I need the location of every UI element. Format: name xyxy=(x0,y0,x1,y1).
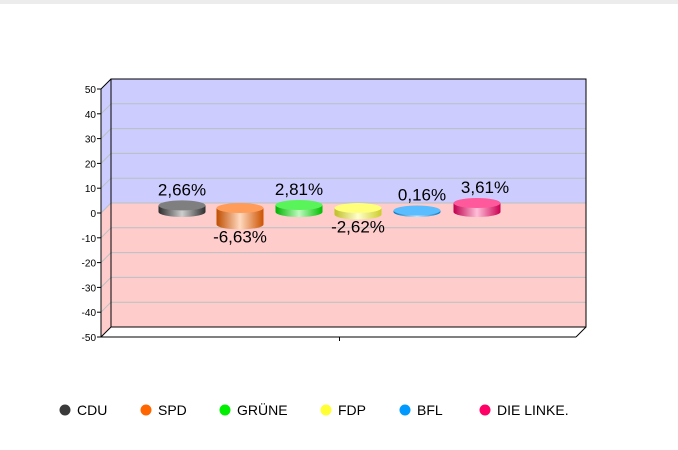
legend-label: FDP xyxy=(338,402,366,418)
legend-item: DIE LINKE. xyxy=(479,402,569,418)
back-wall-positive xyxy=(111,79,586,203)
y-tick-label: -40 xyxy=(82,308,97,319)
bar-die-linke-: 3,61% xyxy=(453,178,509,217)
y-tick-label: 50 xyxy=(85,85,97,96)
top-bar xyxy=(0,0,678,4)
legend-marker xyxy=(140,404,152,416)
y-tick-label: -10 xyxy=(82,234,97,245)
left-wall-positive xyxy=(101,79,111,213)
legend-marker xyxy=(399,404,411,416)
legend-item: CDU xyxy=(59,402,107,418)
legend-label: DIE LINKE. xyxy=(497,402,569,418)
y-tick-label: 0 xyxy=(90,209,96,220)
legend-marker xyxy=(59,404,71,416)
y-tick-label: 20 xyxy=(85,159,97,170)
frame-edge xyxy=(100,78,112,90)
gridline-side xyxy=(100,103,112,115)
bar-fdp: -2,62% xyxy=(331,203,385,236)
frame-edge xyxy=(100,326,112,338)
back-wall-negative xyxy=(111,203,586,327)
legend-item: BFL xyxy=(399,402,443,418)
gridline-side xyxy=(100,177,112,189)
bar-top xyxy=(393,205,441,216)
data-label: 2,81% xyxy=(275,180,323,199)
gridline-side xyxy=(100,128,112,139)
bar-top xyxy=(275,200,323,211)
bar-top xyxy=(216,203,264,213)
y-tick-label: 30 xyxy=(85,135,97,146)
bar-gr-ne: 2,81% xyxy=(275,180,323,217)
back-wall-border xyxy=(110,78,587,328)
gridline-side xyxy=(100,301,112,313)
data-label: 0,16% xyxy=(398,186,446,205)
legend-label: GRÜNE xyxy=(237,401,288,418)
bar-cdu: 2,66% xyxy=(158,180,206,217)
y-tick-label: -50 xyxy=(82,333,97,344)
data-label: 2,66% xyxy=(158,180,206,199)
legend-item: SPD xyxy=(140,402,187,418)
data-label: -2,62% xyxy=(331,217,385,236)
y-tick-label: -30 xyxy=(82,283,97,294)
data-label: -6,63% xyxy=(213,227,267,246)
legend-marker xyxy=(479,404,491,416)
legend-label: CDU xyxy=(77,402,107,418)
legend-marker xyxy=(320,404,332,416)
y-tick-label: 40 xyxy=(85,110,97,121)
legend-item: GRÜNE xyxy=(219,401,288,418)
gridline-side xyxy=(100,227,112,239)
gridline-side xyxy=(100,153,112,164)
left-wall-negative xyxy=(101,203,111,337)
bar-top xyxy=(334,203,382,213)
y-tick-label: -20 xyxy=(82,259,97,270)
legend-label: SPD xyxy=(158,402,187,418)
gridline-side xyxy=(100,252,112,263)
data-label: 3,61% xyxy=(461,178,509,197)
bar-top xyxy=(158,200,206,211)
gridline-side xyxy=(100,202,112,214)
bar-body xyxy=(216,208,264,230)
y-tick-label: 10 xyxy=(85,184,97,195)
legend-marker xyxy=(219,404,231,416)
bar-top xyxy=(453,198,501,209)
frame-edge xyxy=(575,326,587,338)
legend-label: BFL xyxy=(417,402,443,418)
bar-bfl: 0,16% xyxy=(393,186,446,217)
legend-item: FDP xyxy=(320,402,366,418)
bar-spd: -6,63% xyxy=(213,203,267,246)
gridline-side xyxy=(100,277,112,288)
